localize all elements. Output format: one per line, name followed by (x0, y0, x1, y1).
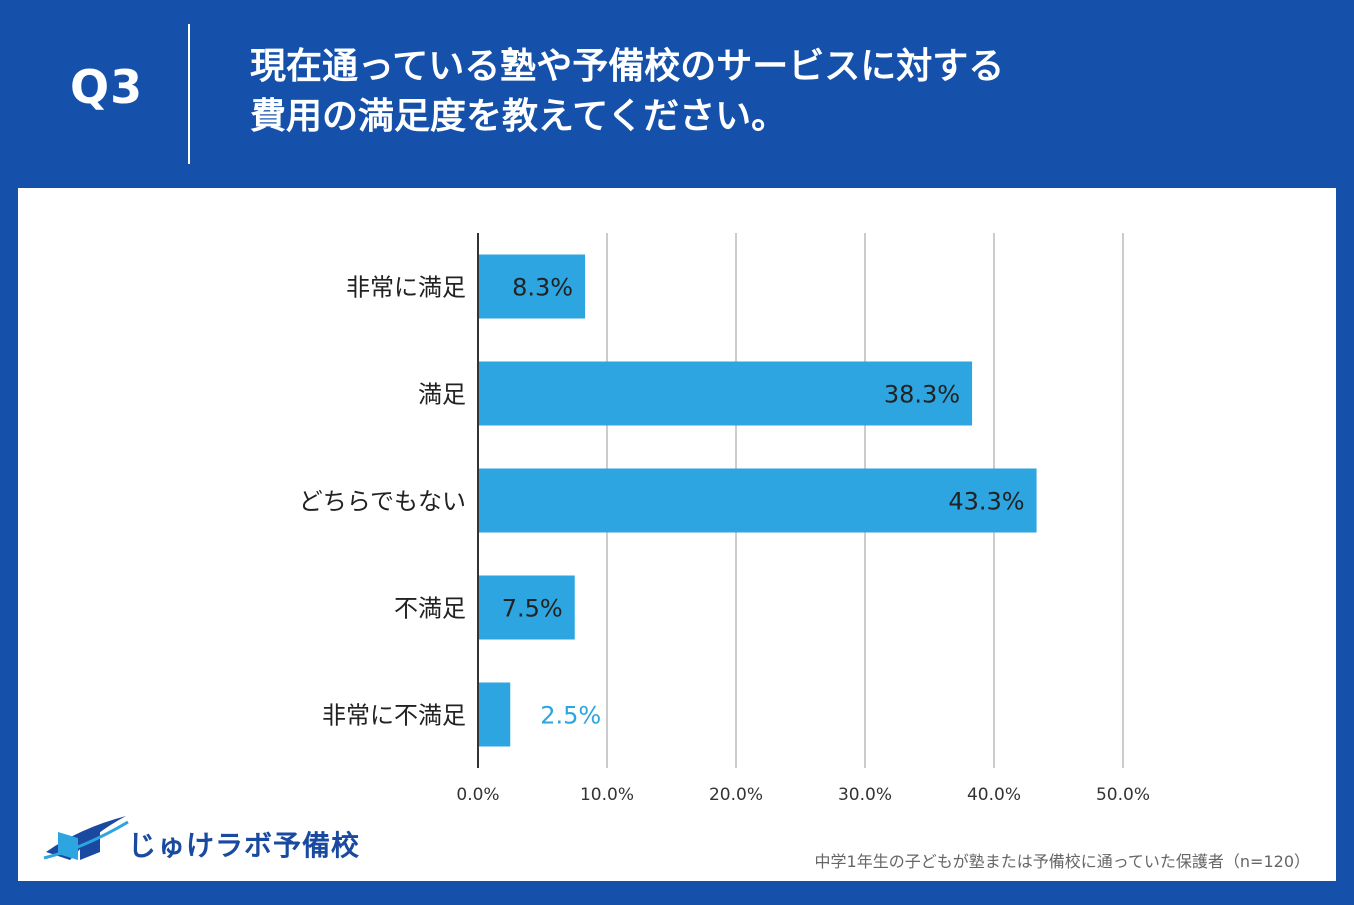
question-title: 現在通っている塾や予備校のサービスに対する 費用の満足度を教えてください。 (250, 42, 1310, 142)
data-label: 43.3% (948, 488, 1024, 516)
x-tick-label: 50.0% (1096, 785, 1150, 805)
data-label: 2.5% (540, 702, 601, 730)
header-divider (188, 24, 190, 164)
question-title-line-1: 現在通っている塾や予備校のサービスに対する (250, 46, 1005, 87)
x-tick-label: 0.0% (456, 785, 499, 805)
x-tick-label: 10.0% (580, 785, 634, 805)
open-book-swoosh-icon (43, 816, 129, 860)
data-label: 8.3% (512, 274, 573, 302)
data-label: 38.3% (884, 381, 960, 409)
chart-panel: 0.0% 10.0% 20.0% 30.0% 40.0% 50.0% 非常に満足 8.3% 満足… (18, 188, 1336, 881)
bar (478, 468, 1037, 533)
bar (478, 254, 586, 319)
question-number: Q3 (70, 60, 144, 114)
bar (478, 361, 973, 426)
category-label: どちらでもない (299, 488, 466, 516)
category-label: 非常に満足 (346, 274, 466, 302)
category-label: 満足 (418, 381, 466, 409)
category-label: 非常に不満足 (322, 702, 466, 730)
bar (478, 575, 575, 640)
bar-chart: 0.0% 10.0% 20.0% 30.0% 40.0% 50.0% 非常に満足 8.3% 満足… (299, 233, 1150, 805)
category-label: 不満足 (394, 595, 466, 623)
source-note: 中学1年生の子どもが塾または予備校に通っていた保護者（n=120） (814, 852, 1310, 871)
bar (478, 682, 511, 747)
x-tick-label: 20.0% (709, 785, 763, 805)
question-title-line-2: 費用の満足度を教えてください。 (250, 96, 788, 137)
data-label: 7.5% (502, 595, 563, 623)
x-tick-label: 40.0% (967, 785, 1021, 805)
x-tick-label: 30.0% (838, 785, 892, 805)
brand-name: じゅけラボ予備校 (128, 829, 361, 862)
